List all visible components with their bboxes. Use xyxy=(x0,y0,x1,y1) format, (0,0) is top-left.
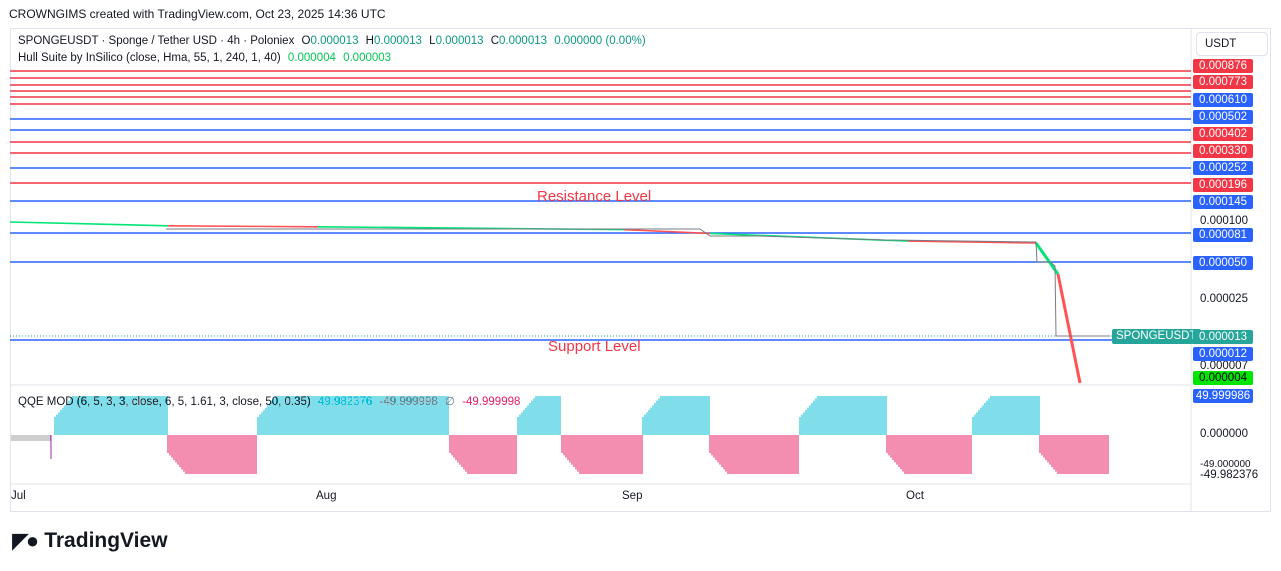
symbol-line[interactable]: SPONGEUSDT · Sponge / Tether USD · 4h · … xyxy=(18,35,295,47)
high-label: H xyxy=(365,35,374,47)
hull-line-segment xyxy=(9,221,169,227)
hull-line-segment xyxy=(1034,242,1060,275)
qqe-value-3: -49.999998 xyxy=(462,396,521,408)
resistance-annotation: Resistance Level xyxy=(537,188,652,205)
x-tick-jul: Jul xyxy=(11,490,26,502)
price-axis-label: 0.000502 xyxy=(1193,110,1253,124)
support-annotation: Support Level xyxy=(548,338,641,355)
indicator-value-1: 0.000004 xyxy=(287,52,336,64)
chart-caption: CROWNGIMS created with TradingView.com, … xyxy=(9,7,386,21)
symbol-price-tag: SPONGEUSDT xyxy=(1112,329,1201,344)
price-axis-label: 49.999986 xyxy=(1193,389,1253,403)
low-label: L xyxy=(429,35,436,47)
high-value: 0.000013 xyxy=(373,35,422,47)
hull-line-segment xyxy=(1056,273,1082,384)
chart-frame xyxy=(10,28,1271,512)
currency-button[interactable]: USDT xyxy=(1196,32,1268,56)
close-value: 0.000013 xyxy=(499,35,548,47)
hull-line-segment xyxy=(623,228,711,235)
price-axis-label: 0.000252 xyxy=(1193,161,1253,175)
open-value: 0.000013 xyxy=(310,35,359,47)
hull-line-segment xyxy=(907,240,1037,244)
brand-name: TradingView xyxy=(44,529,168,552)
qqe-name[interactable]: QQE MOD (6, 5, 3, 3, close, 6, 5, 1.61, … xyxy=(18,396,311,408)
price-tick: 0.000025 xyxy=(1200,293,1248,305)
qqe-tick: -49.982376 xyxy=(1200,469,1259,481)
qqe-tick: -49.000000 xyxy=(1200,459,1251,470)
low-value: 0.000013 xyxy=(435,35,484,47)
indicator-value-2: 0.000003 xyxy=(343,52,392,64)
price-axis-label: 0.000402 xyxy=(1193,127,1253,141)
qqe-value-2: -49.999998 xyxy=(379,396,438,408)
price-axis-label: 0.000876 xyxy=(1193,59,1253,73)
price-axis-label: 0.000050 xyxy=(1193,256,1253,270)
price-axis-label: 0.000013 xyxy=(1193,330,1253,344)
price-axis-label: 0.000145 xyxy=(1193,195,1253,209)
indicator-legend: Hull Suite by InSilico (close, Hma, 55, … xyxy=(18,52,395,64)
qqe-legend: QQE MOD (6, 5, 3, 3, close, 6, 5, 1.61, … xyxy=(18,394,524,408)
qqe-na-symbol: ∅ xyxy=(444,396,455,408)
x-tick-oct: Oct xyxy=(906,490,924,502)
qqe-value-1: 49.982376 xyxy=(317,396,373,408)
open-label: O xyxy=(301,35,311,47)
price-axis-label: 0.000081 xyxy=(1193,228,1253,242)
qqe-tick: 0.000000 xyxy=(1200,428,1248,440)
price-axis-label: 0.000004 xyxy=(1193,371,1253,385)
price-axis-label: 0.000773 xyxy=(1193,75,1253,89)
indicator-name[interactable]: Hull Suite by InSilico (close, Hma, 55, … xyxy=(18,52,281,64)
price-tick: 0.000007 xyxy=(1200,360,1248,372)
price-axis-label: 0.000610 xyxy=(1193,93,1253,107)
hull-line-segment xyxy=(167,225,319,228)
price-axis-label: 0.000012 xyxy=(1193,347,1253,361)
price-axis-label: 0.000330 xyxy=(1193,144,1253,158)
price-axis-label: 0.000196 xyxy=(1193,178,1253,192)
price-series-line xyxy=(166,228,1110,337)
price-tick: 0.000100 xyxy=(1200,215,1248,227)
close-label: C xyxy=(490,35,500,47)
change-value: 0.000000 (0.00%) xyxy=(554,35,646,47)
symbol-legend: SPONGEUSDT · Sponge / Tether USD · 4h · … xyxy=(18,35,650,47)
tradingview-brand[interactable]: ◤● TradingView xyxy=(12,528,168,554)
x-tick-aug: Aug xyxy=(316,490,337,502)
x-tick-sep: Sep xyxy=(622,490,643,502)
tradingview-logo-icon: ◤● xyxy=(12,528,39,553)
